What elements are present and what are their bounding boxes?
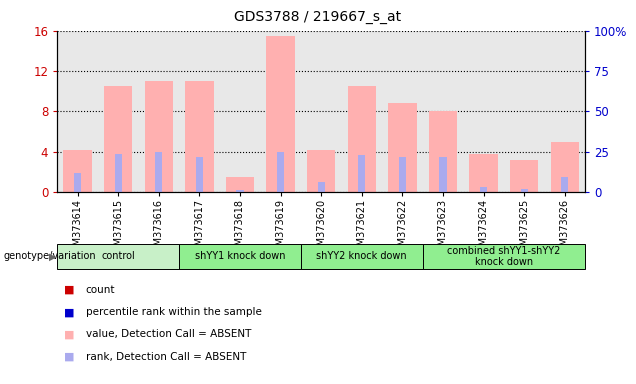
Bar (348, 86, 376, 192)
Bar (551, 142, 579, 192)
Bar (226, 177, 254, 192)
Text: percentile rank within the sample: percentile rank within the sample (86, 307, 262, 317)
Text: ▶: ▶ (49, 251, 57, 262)
Text: ■: ■ (64, 307, 74, 317)
Text: shYY1 knock down: shYY1 knock down (195, 251, 285, 262)
Bar (317, 182, 325, 192)
Bar (388, 103, 417, 192)
Text: ■: ■ (64, 329, 74, 339)
Text: ■: ■ (64, 352, 74, 362)
Text: control: control (101, 251, 135, 262)
Bar (114, 154, 121, 192)
Bar (196, 157, 203, 192)
Bar (521, 189, 528, 192)
Bar (307, 150, 335, 192)
Text: combined shYY1-shYY2
knock down: combined shYY1-shYY2 knock down (447, 245, 560, 267)
Text: shYY2 knock down: shYY2 knock down (317, 251, 407, 262)
Bar (74, 173, 81, 192)
Bar (358, 155, 365, 192)
Bar (237, 190, 244, 192)
Text: count: count (86, 285, 115, 295)
Bar (561, 177, 569, 192)
Bar (144, 81, 173, 192)
Text: ■: ■ (64, 285, 74, 295)
Bar (266, 36, 295, 192)
Text: genotype/variation: genotype/variation (3, 251, 96, 262)
Bar (469, 154, 498, 192)
Bar (510, 160, 539, 192)
Bar (57, 244, 179, 269)
Bar (179, 244, 301, 269)
Bar (185, 81, 214, 192)
Bar (104, 86, 132, 192)
Bar (480, 187, 487, 192)
Bar (64, 150, 92, 192)
Bar (439, 157, 446, 192)
Text: rank, Detection Call = ABSENT: rank, Detection Call = ABSENT (86, 352, 246, 362)
Bar (277, 152, 284, 192)
Text: value, Detection Call = ABSENT: value, Detection Call = ABSENT (86, 329, 251, 339)
Text: GDS3788 / 219667_s_at: GDS3788 / 219667_s_at (235, 10, 401, 23)
Bar (429, 111, 457, 192)
Bar (155, 152, 162, 192)
Bar (399, 157, 406, 192)
Bar (301, 244, 423, 269)
Bar (423, 244, 585, 269)
